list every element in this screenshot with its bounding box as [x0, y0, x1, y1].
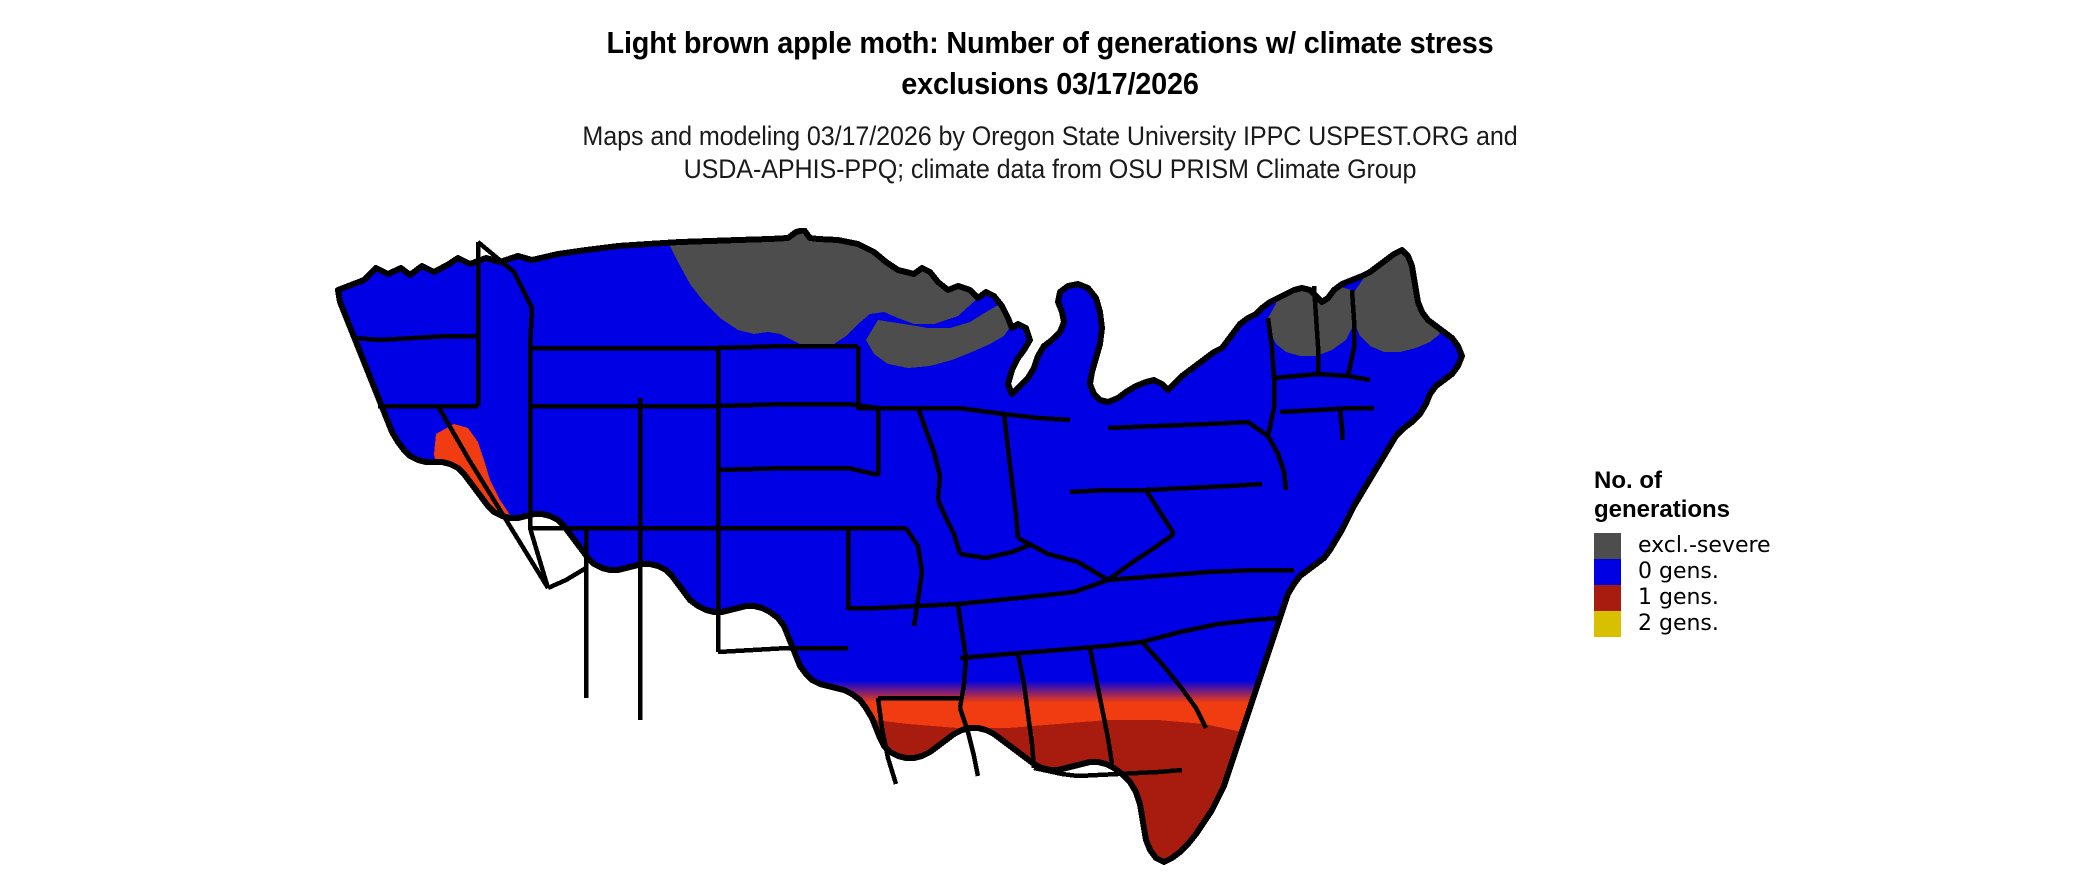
state-border-ma-ct-ri: [1279, 405, 1374, 415]
chart-subtitle: Maps and modeling 03/17/2026 by Oregon S…: [582, 121, 1518, 184]
state-border-wa-or: [353, 333, 478, 343]
state-border-nh-me: [1345, 289, 1357, 377]
state-border-mn-ia: [855, 346, 878, 411]
state-border-mo-river: [904, 526, 925, 627]
state-border-ia-mo: [874, 408, 881, 477]
state-border-nc-va: [1107, 567, 1294, 583]
state-border-vt-nh: [1311, 285, 1321, 374]
state-border-il-in: [935, 499, 963, 555]
state-border-ga-sc: [1140, 640, 1209, 730]
state-border-oh-wv: [1016, 536, 1079, 565]
legend-label-0-gens: 0 gens.: [1638, 559, 1719, 584]
legend-swatch-1-gens: [1594, 585, 1621, 611]
state-border-ne-ks: [717, 465, 875, 477]
state-border-ma-north: [1273, 371, 1371, 383]
state-border-nv-az: [547, 566, 588, 591]
legend-item-excl-severe[interactable]: excl.-severe: [1594, 533, 1894, 559]
map-legend: No. of generations excl.-severe 0 gens. …: [1594, 466, 1894, 637]
state-border-sc-nc: [1141, 615, 1281, 645]
state-border-pa-md: [1145, 481, 1263, 493]
map-graphic: [335, 228, 1465, 892]
state-border-la-ms: [957, 707, 981, 777]
region-fill-excl-severe-northern-new-england: [1268, 286, 1356, 356]
state-border-in-ky: [959, 541, 1033, 561]
map-borders: [335, 228, 1465, 865]
region-fill-southwest-gen1: [620, 640, 782, 720]
legend-item-1-gens[interactable]: 1 gens.: [1594, 585, 1894, 611]
state-border-ny-nj-ct: [1266, 434, 1289, 491]
region-fill-keys-gen2: [1194, 878, 1256, 892]
state-border-ca-nv: [436, 404, 550, 590]
state-border-al-ga: [1087, 647, 1115, 765]
region-fill-excl-severe-maine: [1352, 250, 1440, 352]
state-border-ia-il: [915, 407, 943, 501]
state-border-va-wv: [1076, 532, 1176, 583]
us-choropleth-map: [318, 228, 1568, 892]
region-fill-socal-gen1: [506, 620, 648, 720]
state-border-nm-ok-tx: [717, 645, 848, 655]
state-border-tx-la: [875, 697, 899, 785]
region-fill-excl-severe-north: [668, 230, 978, 348]
state-border-tn-nc: [1073, 577, 1109, 595]
state-border-ky-tn: [957, 589, 1075, 607]
legend-label-1-gens: 1 gens.: [1638, 585, 1719, 610]
state-border-mi-oh: [1003, 411, 1071, 423]
map-fill-layers: [338, 230, 1462, 892]
legend-swatch-0-gens: [1594, 559, 1621, 585]
region-fill-excl-severe-upper-peninsula: [866, 304, 1012, 368]
state-border-pa-ny: [1107, 419, 1270, 438]
state-border-in-oh: [1001, 413, 1021, 539]
state-border-il-wi: [957, 405, 1005, 417]
legend-swatch-excl-severe: [1594, 533, 1621, 559]
region-fill-gulf-gen1: [678, 716, 1288, 862]
state-border-ct-ri: [1337, 407, 1345, 440]
state-border-nv-ut: [527, 406, 551, 589]
legend-label-excl-severe: excl.-severe: [1638, 533, 1771, 558]
state-border-id-mt-wy: [476, 240, 535, 406]
state-border-ok-ar: [845, 528, 878, 611]
legend-item-0-gens[interactable]: 0 gens.: [1594, 559, 1894, 585]
state-border-ms-al: [1015, 653, 1037, 769]
legend-label-2-gens: 2 gens.: [1638, 611, 1719, 636]
great-lakes-outline: [976, 281, 1105, 397]
chart-header: Light brown apple moth: Number of genera…: [0, 0, 2100, 186]
state-border-ga-fl: [1077, 767, 1183, 779]
state-border-wv-pa: [1069, 487, 1176, 536]
legend-swatch-2-gens: [1594, 611, 1621, 637]
state-border-tn-ms-al-ga: [959, 639, 1143, 661]
page-title: Light brown apple moth: Number of genera…: [606, 25, 1494, 101]
legend-title: No. of generations: [1594, 467, 1731, 523]
state-border-mo-ar: [877, 601, 959, 611]
state-border-al-fl: [1033, 765, 1079, 779]
legend-item-2-gens[interactable]: 2 gens.: [1594, 611, 1894, 637]
state-border-nd-sd: [717, 343, 858, 351]
